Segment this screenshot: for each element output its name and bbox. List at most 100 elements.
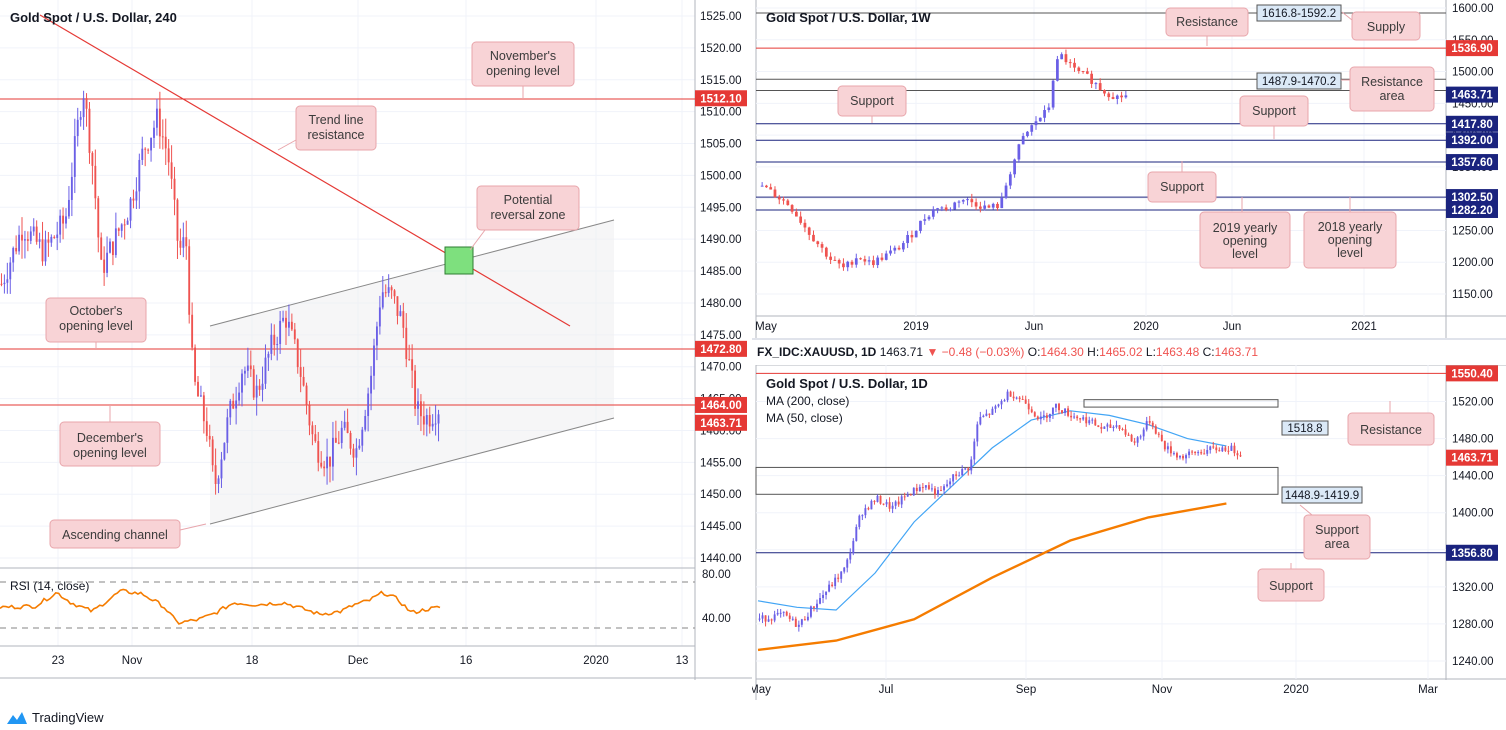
h4-candle [241, 373, 243, 393]
h4-candle [384, 292, 387, 294]
h4-candle [150, 137, 153, 151]
h4-price-tick: 1515.00 [700, 75, 742, 87]
h4-candle [340, 427, 343, 444]
daily-candle [1070, 415, 1073, 418]
svg-text:area: area [1324, 537, 1349, 551]
daily-candle [988, 413, 991, 415]
h4-candle [0, 283, 3, 285]
daily-candle [964, 468, 967, 470]
svg-text:Resistance: Resistance [1176, 15, 1238, 29]
daily-candle [1054, 403, 1057, 408]
daily-price-tick: 1520.00 [1452, 397, 1494, 409]
h4-candle [147, 149, 150, 151]
weekly-candle [991, 203, 995, 208]
daily-price-tag [1446, 365, 1498, 382]
daily-candle [997, 404, 1000, 407]
h4-price-axis[interactable]: 1525.00 1520.00 1515.00 1510.00 1505.00 1500.… [700, 11, 742, 565]
daily-candle [991, 408, 994, 415]
daily-candle [1076, 416, 1079, 419]
h4-time-axis[interactable]: 23 Nov 18 Dec 16 2020 13 [52, 655, 689, 667]
weekly-candle [1115, 95, 1119, 100]
weekly-candle [893, 247, 897, 251]
weekly-candle [812, 234, 815, 242]
h4-candle [59, 215, 62, 235]
weekly-candle [987, 205, 991, 208]
daily-candle [782, 611, 785, 613]
svg-text:opening level: opening level [486, 64, 560, 78]
rsi-tick: 40.00 [702, 613, 731, 625]
daily-time-tick: Nov [1152, 684, 1173, 696]
h4-price-tick: 1480.00 [700, 298, 742, 310]
h4-candle [202, 395, 205, 422]
daily-candle [770, 619, 773, 621]
daily-candle [1221, 447, 1224, 452]
daily-candle [816, 603, 818, 608]
rsi-tick: 80.00 [702, 569, 731, 581]
daily-candle [1133, 441, 1136, 443]
weekly-chart[interactable]: Gold Spot / U.S. Dollar, 1W 1600.001550.… [752, 0, 1506, 340]
daily-candle [1036, 416, 1039, 420]
h4-chart[interactable]: RSI (14, close) Gold Spot / U.S. Dollar,… [0, 0, 752, 700]
h4-candle [361, 429, 364, 446]
daily-candle [943, 486, 946, 491]
daily-candle [897, 501, 900, 505]
h4-price-tick: 1510.00 [700, 107, 742, 119]
daily-candle [888, 502, 891, 509]
daily-candle [970, 459, 973, 471]
daily-price-tick: 1440.00 [1452, 471, 1494, 483]
daily-price-tick: 1240.00 [1452, 656, 1494, 668]
svg-text:December's: December's [77, 431, 143, 445]
h4-candle [129, 198, 132, 221]
weekly-price-tick: 1150.00 [1452, 289, 1493, 301]
weekly-candle [919, 220, 922, 231]
daily-candle [1091, 419, 1094, 421]
h4-candle [3, 282, 6, 285]
h4-candle [276, 344, 279, 346]
daily-candle [937, 490, 939, 495]
daily-zone-1518 [1083, 399, 1279, 408]
weekly-candle [901, 243, 905, 250]
daily-price-axis[interactable]: 1520.001480.001440.001400.001360.001320.… [1452, 397, 1494, 668]
weekly-candle [854, 258, 858, 265]
h4-price-tag-label: 1463.71 [700, 418, 742, 430]
channel-upper-line [209, 219, 615, 327]
daily-candle [1151, 422, 1154, 427]
weekly-time-axis[interactable]: May 2019 Jun 2020 Jun 2021 [755, 321, 1377, 333]
daily-candle [979, 416, 982, 425]
daily-candle [785, 611, 788, 616]
daily-time-axis[interactable]: May Jul Sep Nov 2020 Mar [752, 684, 1438, 696]
weekly-candle [1030, 125, 1034, 132]
daily-candle [952, 474, 955, 482]
h4-candle [252, 369, 255, 398]
h4-candle [282, 317, 285, 321]
weekly-candle [1094, 83, 1098, 85]
daily-candle [1085, 417, 1088, 424]
tradingview-logo[interactable]: TradingView [6, 710, 104, 725]
daily-candle [930, 488, 933, 490]
svg-text:1487.9-1470.2: 1487.9-1470.2 [1262, 76, 1336, 88]
daily-candle [870, 500, 873, 510]
daily-candle [831, 584, 834, 586]
h4-candle [18, 234, 21, 252]
daily-candle [1030, 409, 1033, 413]
daily-candle [1118, 425, 1121, 429]
rsi-axis[interactable]: 80.00 40.00 [702, 569, 731, 625]
h4-candle [287, 321, 290, 328]
h4-candle [167, 148, 170, 163]
daily-price-tag-label: 1463.71 [1451, 453, 1493, 465]
svg-text:Resistance: Resistance [1360, 423, 1422, 437]
daily-candle [834, 577, 837, 586]
h4-candle [364, 416, 367, 430]
h4-candle [120, 224, 123, 231]
h4-candle [106, 252, 109, 273]
callout-weekly-support-mid: Support [1147, 161, 1217, 203]
daily-chart[interactable]: Gold Spot / U.S. Dollar, 1D MA (200, clo… [752, 365, 1506, 700]
daily-candle [1121, 428, 1124, 430]
daily-candle [1230, 445, 1233, 451]
daily-candle [1175, 453, 1178, 458]
daily-price-tag [1446, 544, 1498, 561]
h4-candle [161, 136, 164, 138]
daily-candle [1160, 434, 1163, 442]
daily-candle [843, 567, 846, 572]
daily-candle [794, 618, 797, 627]
